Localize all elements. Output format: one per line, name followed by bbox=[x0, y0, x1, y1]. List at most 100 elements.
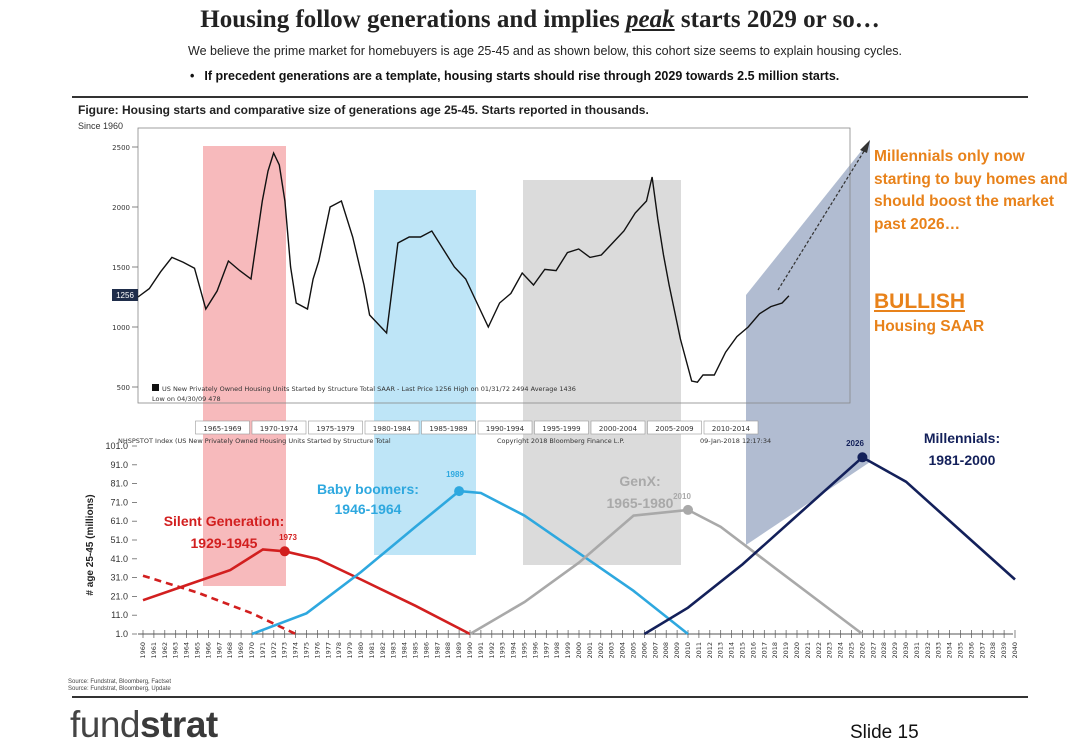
bottom-x-tick-label: 2021 bbox=[804, 642, 812, 659]
bottom-x-tick-label: 1972 bbox=[270, 642, 278, 659]
bottom-x-tick-label: 2009 bbox=[673, 642, 681, 659]
projection-arrowhead bbox=[860, 140, 870, 153]
top-y-tick-label: 1000 bbox=[112, 324, 130, 332]
bullet-point: • If precedent generations are a template… bbox=[190, 69, 839, 83]
bottom-y-tick-label: 11.0 bbox=[111, 610, 128, 620]
band-genx bbox=[523, 180, 681, 565]
bottom-x-tick-label: 1995 bbox=[521, 642, 529, 659]
bottom-x-tick-label: 2033 bbox=[935, 642, 943, 659]
bottom-x-tick-label: 1994 bbox=[510, 642, 518, 659]
fundstrat-logo: fundstrat bbox=[70, 704, 218, 746]
peak-marker bbox=[857, 452, 868, 463]
bottom-x-tick-label: 2024 bbox=[837, 642, 845, 659]
period-box bbox=[647, 420, 702, 435]
period-label: 1990-1994 bbox=[486, 425, 525, 433]
legend-line1: US New Privately Owned Housing Units Sta… bbox=[162, 385, 576, 393]
bottom-x-tick-label: 2040 bbox=[1011, 642, 1019, 659]
bottom-x-tick-label: 1996 bbox=[531, 642, 539, 659]
subtitle: We believe the prime market for homebuye… bbox=[188, 44, 903, 58]
peak-marker bbox=[279, 546, 290, 557]
bottom-x-tick-label: 2026 bbox=[858, 642, 866, 659]
bullet-icon: • bbox=[190, 69, 195, 83]
bottom-y-tick-label: 91.0 bbox=[110, 460, 128, 470]
bottom-x-tick-label: 2034 bbox=[946, 642, 954, 659]
bottom-x-tick-label: 1989 bbox=[455, 642, 463, 659]
bottom-x-tick-label: 2018 bbox=[771, 642, 779, 659]
bottom-x-tick-label: 2016 bbox=[749, 642, 757, 659]
period-label: 1975-1979 bbox=[316, 425, 354, 433]
bottom-y-tick-label: 21.0 bbox=[110, 591, 128, 601]
period-box bbox=[421, 420, 476, 435]
logo-light: fund bbox=[70, 704, 141, 745]
bottom-x-tick-label: 2029 bbox=[891, 642, 899, 659]
bottom-x-tick-label: 2023 bbox=[826, 642, 834, 659]
bottom-x-tick-label: 1984 bbox=[401, 642, 409, 659]
bottom-y-tick-label: 71.0 bbox=[110, 497, 128, 507]
bottom-x-tick-label: 2035 bbox=[957, 642, 965, 659]
period-label: 1985-1989 bbox=[429, 425, 467, 433]
bottom-x-ticks: 1960 1961 1962 1963 1964 1965 1966 1967 1968 1969… bbox=[139, 630, 1019, 659]
bloomberg-footer-left: NHSPSTOT Index (US New Privately Owned H… bbox=[118, 437, 391, 445]
bottom-x-tick-label: 1961 bbox=[150, 642, 158, 659]
bottom-y-tick-label: 41.0 bbox=[110, 554, 128, 564]
bottom-x-tick-label: 2028 bbox=[880, 642, 888, 659]
bottom-x-tick-label: 1982 bbox=[379, 642, 387, 659]
bottom-x-tick-label: 1983 bbox=[390, 642, 398, 659]
bottom-x-tick-label: 1997 bbox=[542, 642, 550, 659]
housing-panel-frame bbox=[137, 127, 851, 404]
bottom-x-tick-label: 2014 bbox=[728, 642, 736, 659]
generation-years: 1981-2000 bbox=[929, 452, 996, 468]
bottom-x-tick-label: 2000 bbox=[575, 642, 583, 659]
bottom-x-tick-label: 2025 bbox=[848, 642, 856, 659]
page-title: Housing follow generations and implies p… bbox=[0, 6, 1080, 34]
chart: Since 1960 500 1000 1500 2000 2500 1256 US N… bbox=[78, 121, 1019, 659]
bottom-x-tick-label: 1980 bbox=[357, 642, 365, 659]
bottom-x-tick-label: 2001 bbox=[586, 642, 594, 659]
bottom-x-tick-label: 2038 bbox=[989, 642, 997, 659]
bottom-x-tick-label: 1960 bbox=[139, 642, 147, 659]
millennial-note: Millennials only now starting to buy hom… bbox=[874, 148, 1068, 233]
generation-bands bbox=[203, 140, 870, 586]
housing-saar-label: Housing SAAR bbox=[874, 318, 985, 335]
bottom-x-tick-label: 1999 bbox=[564, 642, 572, 659]
top-y-tick-label: 1500 bbox=[112, 264, 130, 272]
bloomberg-footer-mid: Copyright 2018 Bloomberg Finance L.P. bbox=[497, 437, 624, 445]
generation-line bbox=[469, 508, 864, 636]
bottom-x-tick-label: 1987 bbox=[433, 642, 441, 659]
bottom-x-tick-label: 2036 bbox=[967, 642, 975, 659]
period-box bbox=[251, 420, 307, 435]
bottom-x-tick-label: 1964 bbox=[183, 642, 191, 659]
bottom-x-tick-label: 2030 bbox=[902, 642, 910, 659]
bottom-x-tick-label: 2008 bbox=[662, 642, 670, 659]
top-y-axis: 500 1000 1500 2000 2500 bbox=[112, 144, 138, 392]
peak-year-label: 1973 bbox=[279, 533, 297, 542]
generation-name: GenX: bbox=[619, 473, 660, 489]
title-part-end: starts 2029 or so… bbox=[674, 6, 880, 33]
last-price-label: 1256 bbox=[116, 291, 134, 300]
bottom-x-tick-label: 1993 bbox=[499, 642, 507, 659]
generation-lines bbox=[142, 455, 1016, 636]
generation-years: 1946-1964 bbox=[335, 501, 402, 517]
period-box bbox=[534, 420, 589, 435]
bottom-x-tick-label: 1965 bbox=[194, 642, 202, 659]
period-box bbox=[477, 420, 533, 435]
bottom-x-tick-label: 2007 bbox=[651, 642, 659, 659]
bottom-x-tick-label: 1966 bbox=[204, 642, 212, 659]
generation-name: Silent Generation: bbox=[164, 513, 285, 529]
bottom-y-axis: 101.0 91.0 81.0 71.0 61.0 51.0 41.0 31.0 21.0 11.… bbox=[105, 441, 137, 639]
bottom-x-tick-label: 1967 bbox=[215, 642, 223, 659]
generation-name: Baby boomers: bbox=[317, 481, 419, 497]
bottom-x-tick-label: 1981 bbox=[368, 642, 376, 659]
period-label: 2010-2014 bbox=[712, 425, 751, 433]
period-box bbox=[308, 420, 363, 435]
generation-line bbox=[142, 574, 297, 636]
bottom-x-tick-label: 2010 bbox=[684, 642, 692, 659]
period-label: 2000-2004 bbox=[599, 425, 638, 433]
peak-year-label: 2010 bbox=[673, 492, 691, 501]
bottom-x-tick-label: 2002 bbox=[597, 642, 605, 659]
bottom-x-tick-label: 1970 bbox=[248, 642, 256, 659]
title-part: Housing follow generations and implies bbox=[200, 6, 627, 33]
bottom-x-tick-label: 1973 bbox=[281, 642, 289, 659]
period-labels: 1965-1969 1970-1974 1975-1979 1980-1984 1985… bbox=[195, 420, 759, 435]
source-note-2: Source: Fundstrat, Bloomberg, Update bbox=[68, 686, 171, 692]
